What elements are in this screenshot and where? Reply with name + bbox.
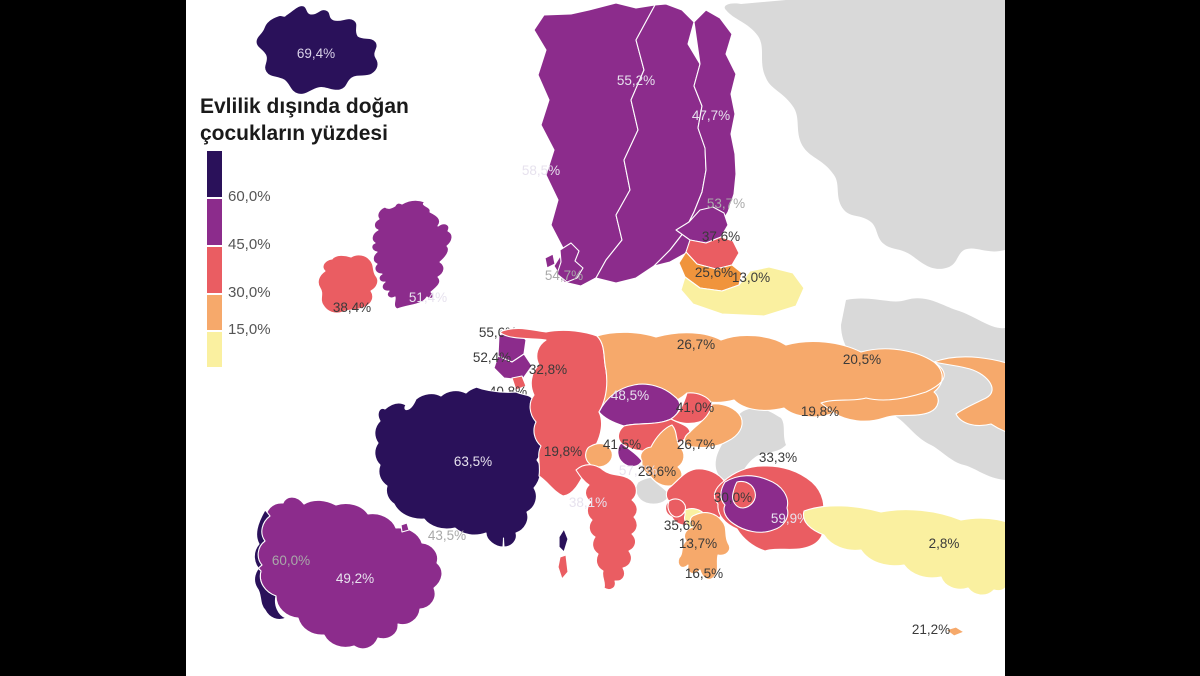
svg-text:37,6%: 37,6% (702, 229, 740, 244)
svg-text:25,6%: 25,6% (695, 265, 733, 280)
svg-text:47,7%: 47,7% (692, 108, 730, 123)
svg-text:32,8%: 32,8% (529, 362, 567, 377)
svg-text:20,5%: 20,5% (843, 352, 881, 367)
svg-text:21,2%: 21,2% (912, 622, 950, 637)
svg-text:19,8%: 19,8% (544, 444, 582, 459)
svg-text:16,5%: 16,5% (685, 566, 723, 581)
svg-text:48,5%: 48,5% (611, 388, 649, 403)
svg-text:41,0%: 41,0% (676, 400, 714, 415)
svg-text:53,7%: 53,7% (707, 196, 745, 211)
svg-text:54,7%: 54,7% (545, 268, 583, 283)
svg-text:60,0%: 60,0% (272, 553, 310, 568)
svg-text:33,3%: 33,3% (759, 450, 797, 465)
svg-text:26,7%: 26,7% (677, 337, 715, 352)
svg-text:13,0%: 13,0% (732, 270, 770, 285)
svg-text:43,5%: 43,5% (428, 528, 466, 543)
svg-text:23,6%: 23,6% (638, 464, 676, 479)
svg-text:58,5%: 58,5% (522, 163, 560, 178)
svg-text:38,1%: 38,1% (569, 495, 607, 510)
svg-text:2,8%: 2,8% (929, 536, 960, 551)
svg-text:55,2%: 55,2% (617, 73, 655, 88)
svg-text:41,5%: 41,5% (603, 437, 641, 452)
svg-text:51,4%: 51,4% (409, 290, 447, 305)
svg-text:63,5%: 63,5% (454, 454, 492, 469)
svg-text:52,4%: 52,4% (473, 350, 511, 365)
svg-text:49,2%: 49,2% (336, 571, 374, 586)
svg-text:13,7%: 13,7% (679, 536, 717, 551)
svg-text:19,8%: 19,8% (801, 404, 839, 419)
svg-text:35,6%: 35,6% (664, 518, 702, 533)
svg-text:30,0%: 30,0% (714, 490, 752, 505)
svg-text:26,7%: 26,7% (677, 437, 715, 452)
svg-text:69,4%: 69,4% (297, 46, 335, 61)
svg-text:38,4%: 38,4% (333, 300, 371, 315)
